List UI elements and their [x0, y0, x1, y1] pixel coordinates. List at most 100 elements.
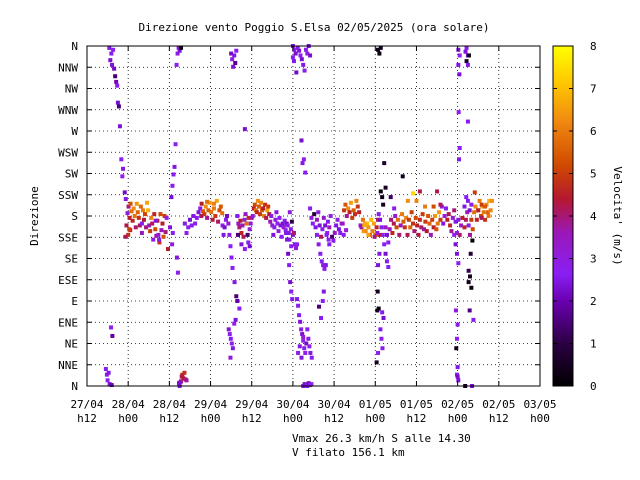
data-point [112, 66, 117, 71]
data-point [404, 215, 409, 220]
data-point [434, 227, 439, 232]
data-point [285, 237, 290, 242]
chart-title: Direzione vento Poggio S.Elsa 02/05/2025… [139, 21, 490, 34]
data-point [164, 215, 169, 220]
data-point [408, 225, 413, 230]
data-point [228, 336, 233, 341]
data-point [297, 48, 302, 53]
data-point [389, 217, 394, 222]
data-point [234, 48, 239, 53]
data-point [459, 223, 464, 228]
data-point [479, 215, 484, 220]
data-point [109, 383, 114, 388]
data-point [443, 206, 448, 211]
data-point [438, 217, 443, 222]
data-point [327, 225, 332, 230]
y-tick-label: E [71, 295, 78, 308]
data-point [470, 227, 475, 232]
y-axis-ticks: N NNE NE ENE E ESE SE SSE S SSW SW WSW W WNW NW NNW N [58, 40, 540, 393]
x-tick-label-date: 28/04 [112, 398, 145, 411]
data-point [252, 202, 257, 207]
data-point [473, 204, 478, 209]
data-point [299, 327, 304, 332]
data-point [243, 212, 248, 217]
x-tick-label-hour: h00 [283, 412, 303, 425]
data-point [256, 204, 261, 209]
data-point [229, 255, 234, 260]
data-point [242, 247, 247, 252]
data-point [469, 202, 474, 207]
data-point [301, 338, 306, 343]
data-point [487, 198, 492, 203]
data-point [454, 336, 459, 341]
data-point [169, 195, 174, 200]
data-point [296, 303, 301, 308]
x-tick-label-hour: h12 [324, 412, 344, 425]
data-point [232, 53, 237, 58]
data-point [122, 190, 127, 195]
data-point [423, 219, 428, 224]
data-point [230, 265, 235, 270]
data-point [246, 215, 251, 220]
data-point [132, 214, 137, 218]
data-point [426, 214, 431, 218]
data-point [383, 251, 388, 256]
data-point [194, 215, 199, 220]
data-point [416, 232, 421, 237]
y-tick-label: WSW [58, 146, 78, 159]
data-point [295, 45, 300, 50]
data-point [235, 299, 240, 303]
data-point [186, 225, 191, 230]
y-tick-label: NNW [58, 61, 78, 74]
data-point [139, 221, 144, 226]
data-point [293, 51, 298, 56]
data-point [453, 219, 458, 224]
x-tick-label-date: 30/04 [318, 398, 351, 411]
y-tick-label: N [71, 40, 78, 53]
data-point [453, 242, 458, 247]
data-point [282, 218, 287, 223]
data-point [365, 221, 370, 226]
data-point [271, 232, 276, 237]
data-point [115, 83, 120, 88]
data-point [170, 242, 175, 247]
data-point [119, 157, 124, 162]
data-point [150, 221, 155, 226]
data-point [469, 217, 474, 222]
y-tick-label: S [71, 210, 78, 223]
data-point [141, 217, 146, 222]
data-point [387, 227, 392, 232]
data-point [326, 237, 331, 242]
data-point [193, 221, 198, 226]
data-point [233, 317, 238, 322]
data-point [376, 47, 381, 52]
data-point [457, 232, 462, 237]
y-tick-label: SW [65, 168, 79, 181]
data-point [381, 202, 386, 207]
data-point [382, 242, 387, 247]
data-point [366, 232, 371, 237]
data-point [117, 124, 122, 129]
data-point [242, 127, 247, 132]
data-point [325, 231, 330, 235]
data-point [314, 232, 319, 237]
data-point [470, 238, 475, 243]
data-point [172, 164, 177, 169]
data-point [348, 200, 353, 205]
data-point [161, 234, 166, 239]
data-point [380, 195, 385, 200]
data-point [463, 49, 468, 54]
data-point [230, 57, 235, 62]
data-point [285, 223, 290, 228]
x-tick-label-hour: h12 [159, 412, 179, 425]
data-point [107, 45, 112, 50]
data-point [126, 232, 131, 237]
data-point [359, 225, 364, 230]
data-point [319, 259, 324, 264]
data-point [139, 231, 144, 235]
data-point [409, 210, 414, 215]
data-point [462, 204, 467, 209]
data-point [344, 214, 349, 218]
data-point [366, 225, 371, 230]
distance-note: V filato 156.1 km [292, 446, 405, 459]
